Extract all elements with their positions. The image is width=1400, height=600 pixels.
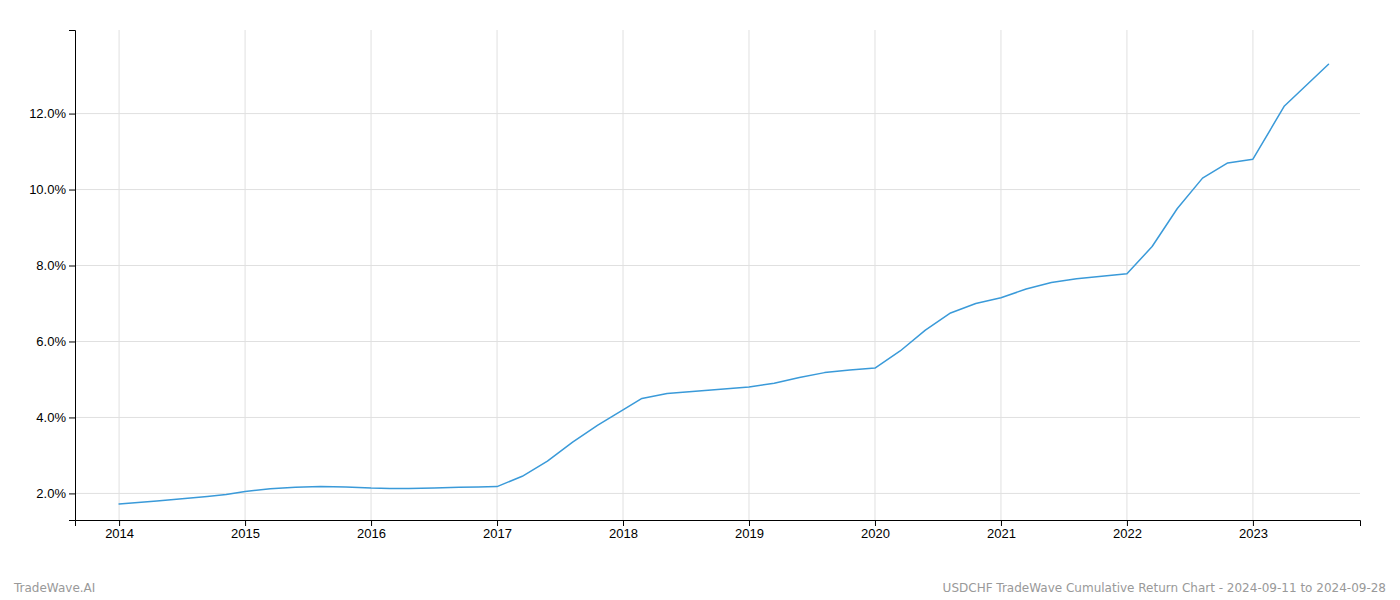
y-tick: 2.0% <box>36 486 75 501</box>
y-tick: 8.0% <box>36 258 75 273</box>
y-tick-label: 12.0% <box>29 106 66 121</box>
x-tick-label: 2015 <box>231 526 260 541</box>
grid-line-x <box>874 30 875 520</box>
chart: 2014 2015 2016 2017 2018 2019 2020 2021 2022 2023… <box>0 0 1400 600</box>
x-tick-mark <box>1127 520 1128 526</box>
x-tick-label: 2016 <box>357 526 386 541</box>
y-tick-label: 8.0% <box>36 258 66 273</box>
grid-line-x <box>748 30 749 520</box>
y-tick-label: 2.0% <box>36 486 66 501</box>
grid-line-x <box>371 30 372 520</box>
grid-line-x <box>497 30 498 520</box>
grid-line-x <box>1000 30 1001 520</box>
y-tick: 12.0% <box>29 106 75 121</box>
y-tick-label: 10.0% <box>29 182 66 197</box>
grid-line-x <box>623 30 624 520</box>
x-tick: 2014 <box>105 520 134 541</box>
grid-line-x <box>119 30 120 520</box>
grid-line-y <box>75 113 1360 114</box>
background <box>0 0 1400 600</box>
x-tick-label: 2021 <box>987 526 1016 541</box>
grid <box>75 30 1360 520</box>
x-tick: 2018 <box>609 520 638 541</box>
x-tick-mark <box>1253 520 1254 526</box>
x-axis: 2014 2015 2016 2017 2018 2019 2020 2021 2022 2023 <box>76 520 1361 541</box>
x-tick-mark <box>119 520 120 526</box>
grid-line-y <box>75 341 1360 342</box>
grid-line-y <box>75 265 1360 266</box>
x-tick-mark <box>623 520 624 526</box>
grid-line-x <box>1252 30 1253 520</box>
footer-text: TradeWave.AI <box>13 581 95 595</box>
grid-line-y <box>75 417 1360 418</box>
y-tick-label: 4.0% <box>36 410 66 425</box>
y-tick-mark <box>69 190 75 191</box>
x-tick-label: 2022 <box>1113 526 1142 541</box>
x-tick-label: 2014 <box>105 526 134 541</box>
x-tick-mark <box>875 520 876 526</box>
y-tick: 4.0% <box>36 410 75 425</box>
x-tick: 2019 <box>735 520 764 541</box>
y-tick-mark <box>69 341 75 342</box>
x-tick-label: 2018 <box>609 526 638 541</box>
x-tick-mark <box>245 520 246 526</box>
y-tick-mark <box>69 114 75 115</box>
x-tick-label: 2019 <box>735 526 764 541</box>
grid-line-y <box>75 189 1360 190</box>
x-tick-mark <box>749 520 750 526</box>
grid-line-x <box>245 30 246 520</box>
x-tick: 2022 <box>1113 520 1142 541</box>
x-tick: 2023 <box>1239 520 1268 541</box>
y-tick-mark <box>69 417 75 418</box>
line <box>119 64 1328 504</box>
marks <box>119 64 1328 504</box>
x-tick: 2015 <box>231 520 260 541</box>
footer-text: USDCHF TradeWave Cumulative Return Chart… <box>943 581 1386 595</box>
x-tick-label: 2017 <box>483 526 512 541</box>
plot: 2014 2015 2016 2017 2018 2019 2020 2021 2022 2023… <box>29 30 1360 541</box>
y-axis: 2.0% 4.0% 6.0% 8.0% 10.0% 12.0% <box>29 31 75 521</box>
x-tick-mark <box>1001 520 1002 526</box>
x-tick-mark <box>497 520 498 526</box>
x-tick-label: 2020 <box>861 526 890 541</box>
x-tick: 2020 <box>861 520 890 541</box>
x-tick-label: 2023 <box>1239 526 1268 541</box>
y-tick-mark <box>69 493 75 494</box>
x-tick: 2017 <box>483 520 512 541</box>
y-axis-line <box>69 31 76 521</box>
y-tick: 10.0% <box>29 182 75 197</box>
y-tick-label: 6.0% <box>36 334 66 349</box>
x-tick-mark <box>371 520 372 526</box>
grid-line-x <box>1126 30 1127 520</box>
x-tick: 2016 <box>357 520 386 541</box>
y-tick-mark <box>69 266 75 267</box>
grid-line-y <box>75 493 1360 494</box>
y-tick: 6.0% <box>36 334 75 349</box>
x-tick: 2021 <box>987 520 1016 541</box>
x-axis-line <box>76 521 1361 527</box>
